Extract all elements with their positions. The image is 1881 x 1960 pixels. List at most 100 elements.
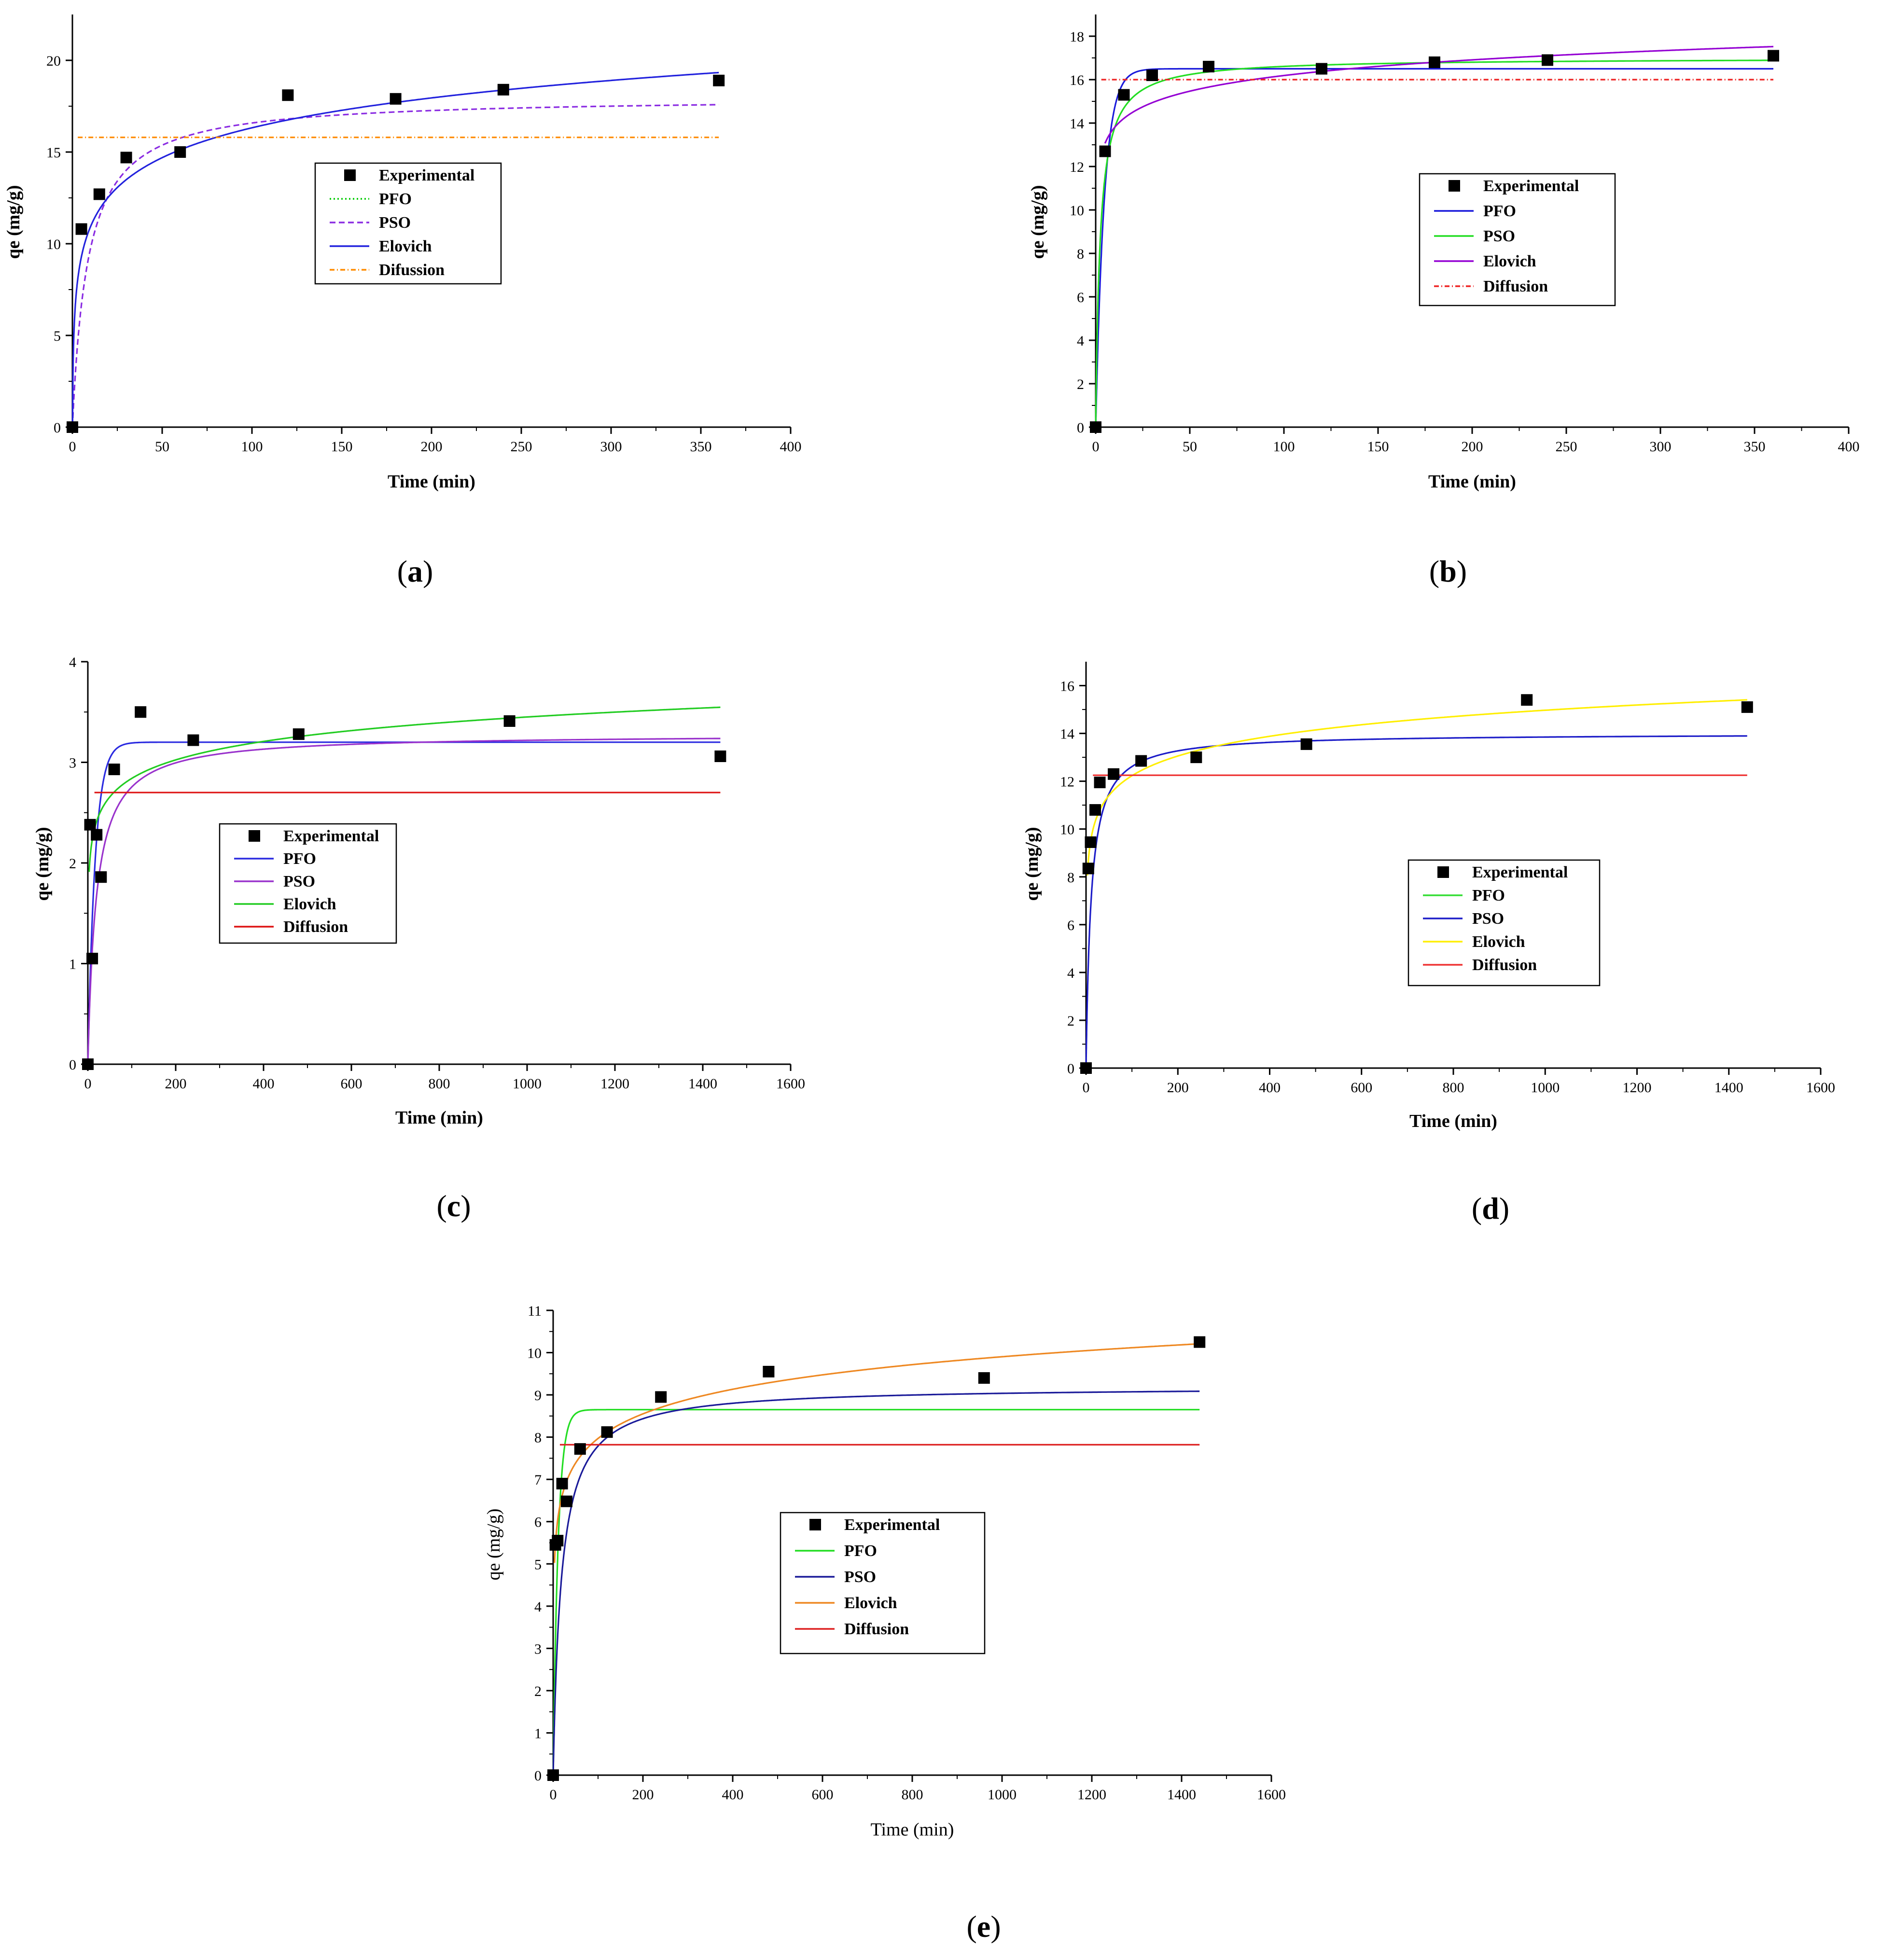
chart-e: 0 200 400 600 800 1000 1200 1400 1600 0 1 2 3 4 5 6 7 8 9 1… <box>484 1303 1286 1944</box>
x-tick-label: 1600 <box>1257 1787 1286 1803</box>
experimental-point <box>86 953 98 965</box>
experimental-point <box>1146 70 1158 81</box>
x-tick-label: 1000 <box>1531 1080 1560 1096</box>
y-tick-label: 5 <box>534 1557 542 1572</box>
x-tick-label: 100 <box>241 439 263 455</box>
y-axis-title: qe (mg/g) <box>3 185 24 259</box>
x-tick-label: 1400 <box>1714 1080 1743 1096</box>
y-tick-label: 8 <box>1067 870 1074 886</box>
experimental-point <box>1085 836 1097 848</box>
experimental-point <box>91 829 103 841</box>
x-tick-label: 1400 <box>688 1076 717 1092</box>
experimental-point <box>655 1391 667 1403</box>
y-tick-label: 5 <box>54 328 61 344</box>
legend: Experimental PFO PSO Elovich Diffusion <box>219 823 397 944</box>
legend-label-elovich: Elovich <box>1483 252 1536 270</box>
x-tick-label: 1200 <box>600 1076 629 1092</box>
experimental-point <box>84 819 96 831</box>
y-tick-label: 14 <box>1070 116 1084 132</box>
legend-label-pso: PSO <box>1483 227 1515 245</box>
legend-box <box>1419 173 1616 306</box>
legend-label-pfo: PFO <box>844 1542 877 1560</box>
chart-a: 0 50 100 150 200 250 300 350 400 0 5 10 15 20 Time (mi… <box>3 14 802 588</box>
experimental-point <box>95 871 107 883</box>
y-tick-label: 14 <box>1060 726 1074 742</box>
x-tick-label: 350 <box>690 439 712 455</box>
y-tick-label: 7 <box>534 1472 542 1488</box>
experimental-point <box>120 152 132 164</box>
y-tick-label: 8 <box>1077 246 1084 262</box>
experimental-point <box>1118 89 1130 101</box>
experimental-point <box>390 93 402 105</box>
x-tick-label: 600 <box>812 1787 834 1803</box>
series-line-pso <box>1085 735 1747 1068</box>
experimental-point <box>1768 50 1779 62</box>
legend-symbol-experimental <box>249 830 260 842</box>
legend-label-diffusion: Diffusion <box>1483 278 1548 295</box>
y-tick-label: 18 <box>1070 29 1084 45</box>
panel-caption: (c) <box>436 1189 471 1223</box>
x-tick-label: 1600 <box>776 1076 805 1092</box>
chart-b: 0 50 100 150 200 250 300 350 400 0 2 4 6 8 10 12 14 16 18 T… <box>1028 14 1860 588</box>
panel-caption: (b) <box>1429 554 1467 588</box>
y-tick-label: 10 <box>1070 203 1084 219</box>
x-tick-label: 200 <box>421 439 443 455</box>
series-line-pfo <box>87 741 721 1064</box>
experimental-point <box>174 146 186 158</box>
legend-label-pso: PSO <box>379 214 411 232</box>
x-tick-label: 200 <box>1167 1080 1189 1096</box>
legend-label-elovich: Elovich <box>379 237 432 255</box>
y-tick-label: 6 <box>534 1515 542 1530</box>
x-axis-title: Time (min) <box>1428 472 1516 492</box>
legend-label-pso: PSO <box>283 873 315 890</box>
experimental-point <box>547 1769 559 1781</box>
legend-label-difussion: Difussion <box>379 261 445 279</box>
experimental-point <box>601 1426 613 1438</box>
x-tick-label: 400 <box>780 439 802 455</box>
x-tick-label: 300 <box>600 439 622 455</box>
x-tick-label: 0 <box>1092 439 1100 455</box>
experimental-point <box>1741 701 1753 713</box>
y-tick-label: 16 <box>1060 679 1074 695</box>
x-tick-label: 1200 <box>1623 1080 1652 1096</box>
experimental-point <box>293 728 305 740</box>
legend-label-pfo: PFO <box>1472 887 1505 904</box>
legend-label-pfo: PFO <box>379 190 412 208</box>
x-tick-label: 400 <box>253 1076 275 1092</box>
experimental-point <box>1108 768 1120 780</box>
experimental-point <box>135 706 147 718</box>
y-tick-label: 6 <box>1067 917 1074 933</box>
y-axis-title: qe (mg/g) <box>484 1509 504 1581</box>
x-tick-label: 300 <box>1650 439 1672 455</box>
y-tick-label: 11 <box>528 1303 542 1319</box>
legend-label-experimental: Experimental <box>1472 863 1568 881</box>
experimental-point <box>556 1477 568 1489</box>
legend-label-diffusion: Diffusion <box>1472 956 1537 974</box>
legend-symbol-experimental <box>1449 180 1460 192</box>
y-axis-title: qe (mg/g) <box>1022 827 1042 901</box>
x-tick-label: 1000 <box>988 1787 1017 1803</box>
legend-label-elovich: Elovich <box>283 895 336 913</box>
experimental-point <box>1429 56 1440 68</box>
x-tick-label: 400 <box>1259 1080 1281 1096</box>
chart-d: 0 200 400 600 800 1000 1200 1400 1600 0 2 4 6 8 10 12 14… <box>1022 662 1835 1225</box>
x-tick-label: 400 <box>1838 439 1860 455</box>
y-tick-label: 0 <box>54 420 61 436</box>
x-tick-label: 250 <box>511 439 532 455</box>
series-line-pso <box>71 104 719 427</box>
panel-caption: (e) <box>966 1909 1001 1944</box>
experimental-point <box>108 764 120 776</box>
x-tick-label: 1600 <box>1806 1080 1835 1096</box>
y-tick-label: 4 <box>534 1599 542 1615</box>
x-tick-label: 1400 <box>1167 1787 1196 1803</box>
y-tick-label: 9 <box>534 1388 542 1404</box>
legend-label-diffusion: Diffusion <box>283 918 348 936</box>
y-tick-label: 1 <box>69 957 76 973</box>
x-tick-label: 800 <box>1443 1080 1464 1096</box>
legend-label-experimental: Experimental <box>379 167 474 184</box>
legend: Experimental PFO PSO Elovich Diffusion <box>1407 859 1601 987</box>
x-tick-label: 200 <box>1462 439 1483 455</box>
y-tick-label: 3 <box>534 1641 542 1657</box>
y-tick-label: 2 <box>1067 1013 1074 1029</box>
x-axis-title: Time (min) <box>871 1820 954 1840</box>
